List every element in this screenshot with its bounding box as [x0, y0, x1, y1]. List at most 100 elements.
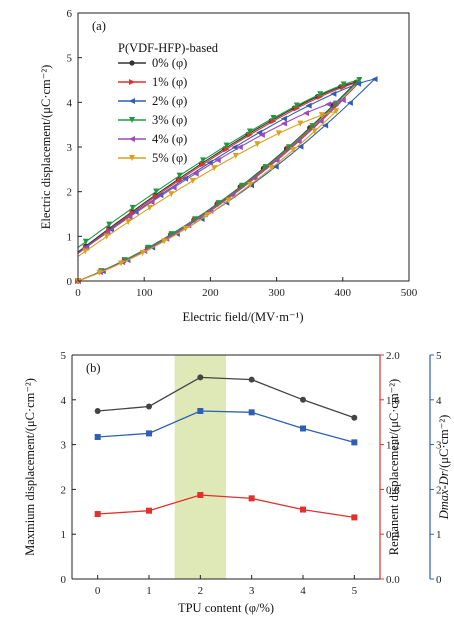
a-loop-marker [146, 204, 153, 211]
b-right2-label-unit: /(μC·cm⁻²) [437, 415, 451, 472]
a-loop-marker [311, 128, 318, 135]
a-loop-marker [236, 144, 243, 151]
b-point [300, 506, 306, 513]
b-series [94, 374, 358, 421]
b-right1-tick-label: 0.0 [386, 574, 400, 586]
a-loop-marker [333, 108, 340, 115]
a-loop-marker [129, 209, 136, 216]
b-point [248, 376, 255, 383]
b-x-tick-label: 4 [300, 585, 306, 597]
a-loop-marker [148, 199, 155, 206]
a-loop-marker [325, 101, 332, 108]
a-loop-marker [339, 97, 346, 104]
a-loop-marker [254, 141, 261, 148]
b-series-line [97, 410, 355, 444]
b-series-line [97, 376, 355, 419]
b-point [351, 514, 358, 521]
b-point [146, 403, 152, 410]
b-x-tick-label: 3 [249, 585, 255, 597]
b-right1-tick-label: 0.8 [386, 484, 400, 496]
b-right1-axis-label: Remanent displacement/(μC·cm⁻²) [387, 379, 401, 555]
a-x-tick-label: 300 [268, 287, 285, 299]
b-right1-tick-label: 0.4 [386, 529, 400, 541]
a-y-tick-label: 2 [67, 187, 73, 199]
a-loop-marker [192, 216, 199, 223]
b-right1-tick-label: 1.6 [386, 395, 400, 407]
a-loop-marker [82, 238, 89, 245]
a-axis-ticks: 0 100 200 300 400 500 0 1 2 3 4 5 6 [67, 8, 418, 299]
b-right2-axis-label: Dmax-Dr/(μC·cm⁻²) [437, 415, 451, 521]
a-loop-marker [317, 91, 324, 98]
a-loop-marker [322, 122, 329, 129]
a-loop-marker [182, 225, 189, 232]
a-loop-series [75, 108, 340, 284]
a-loop-marker [270, 118, 277, 125]
b-right2-tick-label: 5 [436, 350, 442, 362]
a-loop-marker [200, 161, 207, 168]
a-loop-marker [232, 152, 239, 159]
b-left-tick-label: 1 [61, 529, 67, 541]
a-loop-marker [103, 233, 110, 240]
a-loop-series [75, 79, 359, 284]
a-loop-marker [272, 163, 279, 170]
a-loop-marker [200, 157, 207, 164]
b-point [146, 507, 152, 514]
a-loop-marker [239, 182, 246, 189]
a-loop-marker [317, 118, 324, 125]
a-loop-marker [223, 146, 230, 153]
a-loop-series [75, 79, 363, 284]
b-x-tick-label: 5 [352, 585, 358, 597]
a-legend-marker [129, 98, 135, 104]
a-legend: 0% (φ) 1% (φ) 2% (φ) 3% (φ) 4% (φ) 5% (φ) [118, 56, 187, 165]
a-loop-marker [225, 197, 232, 204]
b-right2-tick-label: 1 [436, 529, 442, 541]
b-left-tick-label: 0 [61, 574, 67, 586]
a-loop-marker [153, 193, 160, 200]
b-point [351, 439, 358, 446]
a-loop-marker [211, 165, 218, 172]
a-loop-marker [192, 170, 199, 177]
a-loop-marker [214, 157, 221, 164]
a-loop-marker [305, 102, 312, 109]
b-point [248, 495, 255, 502]
a-y-axis-label: Electric displacement/(μC·cm⁻²) [39, 65, 53, 230]
b-point [94, 511, 101, 518]
a-x-tick-label: 400 [335, 287, 352, 299]
a-loop-marker [309, 123, 316, 130]
b-series-lines [94, 374, 358, 521]
a-loop-line [77, 81, 358, 282]
b-series [94, 492, 358, 521]
a-legend-label: 0% (φ) [152, 56, 187, 70]
a-loop-marker [258, 131, 265, 138]
a-loop-marker [176, 172, 183, 179]
a-x-tick-label: 200 [202, 287, 219, 299]
a-loop-series [75, 97, 346, 284]
b-series-line [97, 494, 355, 519]
a-y-tick-label: 3 [67, 142, 73, 154]
a-loop-marker [340, 81, 347, 88]
a-loop-marker [330, 90, 337, 97]
a-loop-marker [176, 176, 183, 183]
b-right2-tick-label: 3 [436, 440, 442, 452]
a-loop-marker [189, 177, 196, 184]
a-legend-label: 3% (φ) [152, 113, 187, 127]
b-left-tick-label: 4 [61, 395, 67, 407]
a-loop-marker [145, 244, 152, 251]
b-x-tick-label: 1 [146, 585, 152, 597]
a-loop-marker [303, 110, 310, 117]
b-highlight-band [174, 355, 226, 579]
a-loop-marker [161, 238, 168, 245]
a-loop-line [77, 79, 362, 282]
a-y-tick-label: 1 [67, 231, 73, 243]
a-legend-title: P(VDF-HFP)-based [118, 41, 219, 55]
a-loop-marker [275, 130, 282, 137]
a-x-axis-label: Electric field/(MV·m⁻¹) [182, 310, 303, 324]
b-point [197, 408, 204, 414]
b-x-axis-label: TPU content (φ/%) [178, 601, 274, 615]
b-left-tick-label: 3 [61, 440, 67, 452]
a-loop-marker [129, 204, 136, 211]
b-axis-ticks: 0 1 2 3 4 5 0 1 2 3 4 5 0.0 0.4 0.8 1.2 1.6 2.0 0 1 2 3 4 5 [61, 350, 443, 597]
a-loop-marker [371, 76, 378, 83]
a-x-tick-label: 100 [136, 287, 153, 299]
